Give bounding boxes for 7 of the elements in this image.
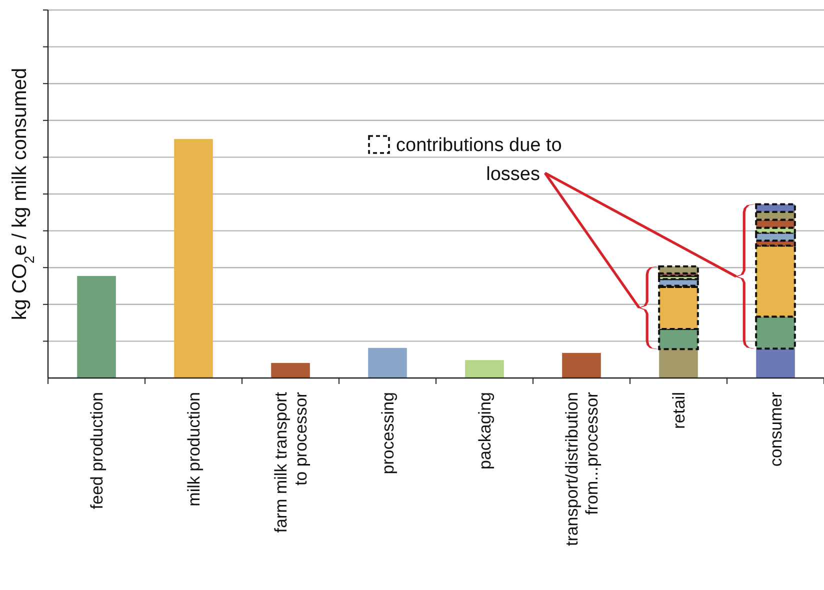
- annotation: contributions due to losses: [396, 135, 562, 185]
- x-tick-label: consumer: [766, 392, 786, 467]
- x-tick-label: retail: [670, 392, 688, 429]
- x-tick-label: processing: [378, 392, 398, 474]
- x-tick-label: feed production: [88, 392, 106, 510]
- x-tick-label: packaging: [476, 392, 494, 470]
- x-tick-label: milk production: [184, 392, 204, 506]
